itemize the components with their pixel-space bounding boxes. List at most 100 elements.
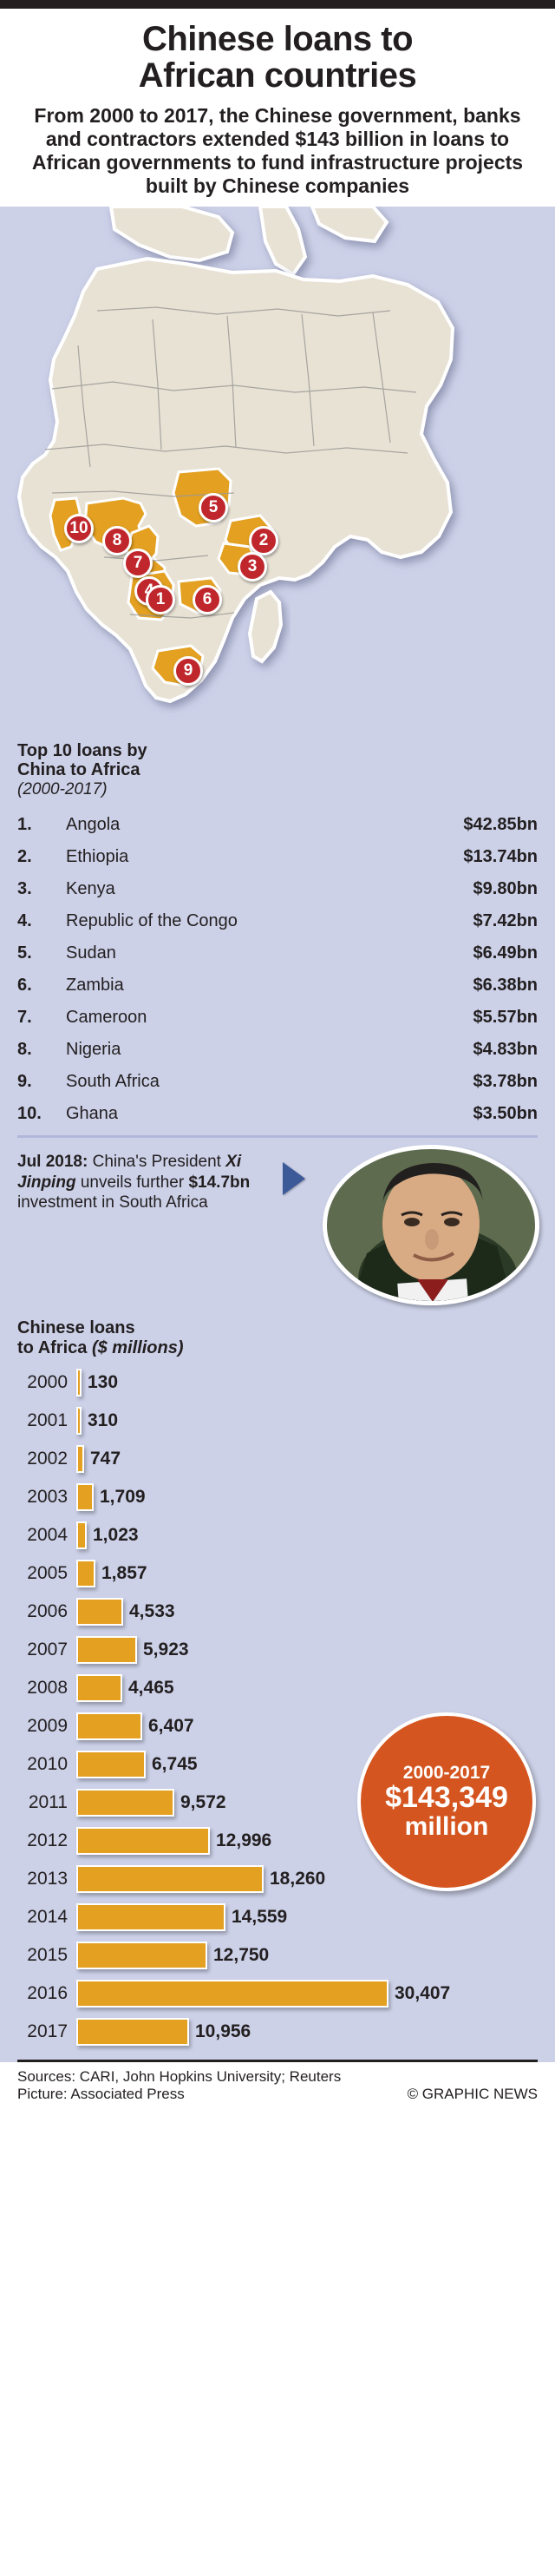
bar-row: 2013 18,260 (0, 1860, 555, 1898)
row-amount: $13.74bn (395, 843, 538, 873)
map-graphic (0, 206, 555, 736)
bar-value-label: 4,533 (129, 1601, 175, 1622)
header: Chinese loans to African countries From … (0, 9, 555, 207)
bar-row: 2009 6,407 (0, 1707, 555, 1745)
bar (76, 1712, 142, 1741)
map-marker-10[interactable]: 10 (64, 513, 94, 543)
map-marker-8[interactable]: 8 (102, 525, 132, 555)
row-rank: 7. (17, 1003, 66, 1034)
row-country: Nigeria (66, 1035, 395, 1066)
xi-note-amount: $14.7bn (188, 1173, 251, 1192)
map-marker-1[interactable]: 1 (146, 584, 175, 614)
marker-label: 1 (155, 590, 166, 609)
bar-row: 2007 5,923 (0, 1631, 555, 1669)
bar-value-label: 30,407 (395, 1983, 451, 2004)
bar-value-label: 4,465 (128, 1678, 174, 1699)
bar-row: 2010 6,745 (0, 1745, 555, 1784)
xi-note-text-3: investment in South Africa (17, 1193, 208, 1212)
bar-value-label: 10,956 (195, 2021, 251, 2042)
bar-value-label: 1,023 (93, 1525, 139, 1546)
bar-value-label: 6,745 (152, 1754, 198, 1775)
row-rank: 2. (17, 843, 66, 873)
row-amount: $4.83bn (395, 1035, 538, 1066)
table-row: 9. South Africa $3.78bn (17, 1068, 538, 1098)
xi-note-text-1: China's President (88, 1153, 226, 1172)
row-country: Ghana (66, 1100, 395, 1130)
bar-value-label: 1,709 (100, 1487, 146, 1508)
table-row: 4. Republic of the Congo $7.42bn (17, 907, 538, 937)
loans-bar-chart: 2000-2017 $143,349 million 2000 130 2001 31… (0, 1360, 555, 2051)
bar (76, 1942, 207, 1970)
bar-value-label: 130 (88, 1372, 119, 1393)
table-row: 3. Kenya $9.80bn (17, 875, 538, 905)
footer-divider (17, 2060, 538, 2063)
bar (76, 1751, 146, 1779)
bar-year-label: 2005 (27, 1563, 68, 1584)
table-row: 7. Cameroon $5.57bn (17, 1003, 538, 1034)
bar (76, 1674, 122, 1703)
row-rank: 5. (17, 939, 66, 969)
chart-title: Chinese loans to Africa ($ millions) (0, 1311, 555, 1360)
marker-label: 10 (69, 519, 88, 538)
badge-amount: $143,349 (385, 1780, 508, 1814)
bar-row: 2011 9,572 (0, 1784, 555, 1822)
top-loans-table: 1. Angola $42.85bn 2. Ethiopia $13.74bn … (17, 808, 538, 1132)
bar-value-label: 747 (90, 1449, 121, 1469)
bar (76, 1369, 82, 1397)
bar-year-label: 2017 (27, 2021, 68, 2042)
row-country: Kenya (66, 875, 395, 905)
chart-title-line-2: to Africa (17, 1338, 92, 1358)
table-row: 6. Zambia $6.38bn (17, 971, 538, 1002)
xi-jinping-note: Jul 2018: China's President Xi Jinping u… (0, 1138, 555, 1311)
row-rank: 1. (17, 811, 66, 841)
top-divider (0, 0, 555, 9)
row-amount: $9.80bn (395, 875, 538, 905)
row-rank: 6. (17, 971, 66, 1002)
map-marker-9[interactable]: 9 (173, 655, 203, 686)
marker-label: 5 (208, 498, 219, 517)
marker-label: 6 (202, 590, 212, 609)
map-marker-3[interactable]: 3 (238, 551, 267, 582)
bar-year-label: 2006 (27, 1601, 68, 1622)
map-marker-6[interactable]: 6 (193, 584, 222, 614)
marker-label: 9 (183, 661, 193, 680)
row-rank: 3. (17, 875, 66, 905)
bar (76, 1445, 84, 1474)
table-heading: Top 10 loans by China to Africa (2000-20… (0, 736, 555, 802)
row-amount: $3.50bn (395, 1100, 538, 1130)
bar-year-label: 2008 (27, 1678, 68, 1699)
xi-note-date: Jul 2018: (17, 1153, 88, 1172)
row-amount: $7.42bn (395, 907, 538, 937)
badge-unit: million (404, 1812, 489, 1842)
bar-row: 2005 1,857 (0, 1554, 555, 1593)
bar-year-label: 2012 (27, 1830, 68, 1851)
bar-year-label: 2003 (27, 1487, 68, 1508)
map-marker-5[interactable]: 5 (199, 492, 228, 522)
map-marker-7[interactable]: 7 (123, 548, 153, 578)
map-marker-2[interactable]: 2 (249, 525, 278, 555)
bar (76, 2018, 189, 2047)
row-country: Republic of the Congo (66, 907, 395, 937)
table-heading-line-2: China to Africa (17, 759, 140, 779)
bar-value-label: 5,923 (143, 1640, 189, 1660)
bar (76, 1598, 123, 1626)
row-country: Cameroon (66, 1003, 395, 1034)
row-country: Angola (66, 811, 395, 841)
title-line-1: Chinese loans to (141, 20, 414, 58)
xi-note-name: Xi Jinping (17, 1153, 242, 1192)
bar-year-label: 2015 (27, 1945, 68, 1966)
bar-row: 2012 12,996 (0, 1822, 555, 1860)
marker-label: 7 (133, 554, 143, 573)
bar-year-label: 2001 (27, 1410, 68, 1431)
bar-year-label: 2007 (27, 1640, 68, 1660)
row-rank: 4. (17, 907, 66, 937)
bar-row: 2017 10,956 (0, 2013, 555, 2051)
badge-years: 2000-2017 (402, 1762, 491, 1783)
bar-value-label: 14,559 (232, 1907, 288, 1928)
bar-year-label: 2009 (27, 1716, 68, 1737)
footer: Sources: CARI, John Hopkins University; … (0, 2062, 555, 2111)
table-row: 2. Ethiopia $13.74bn (17, 843, 538, 873)
bar-value-label: 310 (88, 1410, 119, 1431)
row-country: Zambia (66, 971, 395, 1002)
